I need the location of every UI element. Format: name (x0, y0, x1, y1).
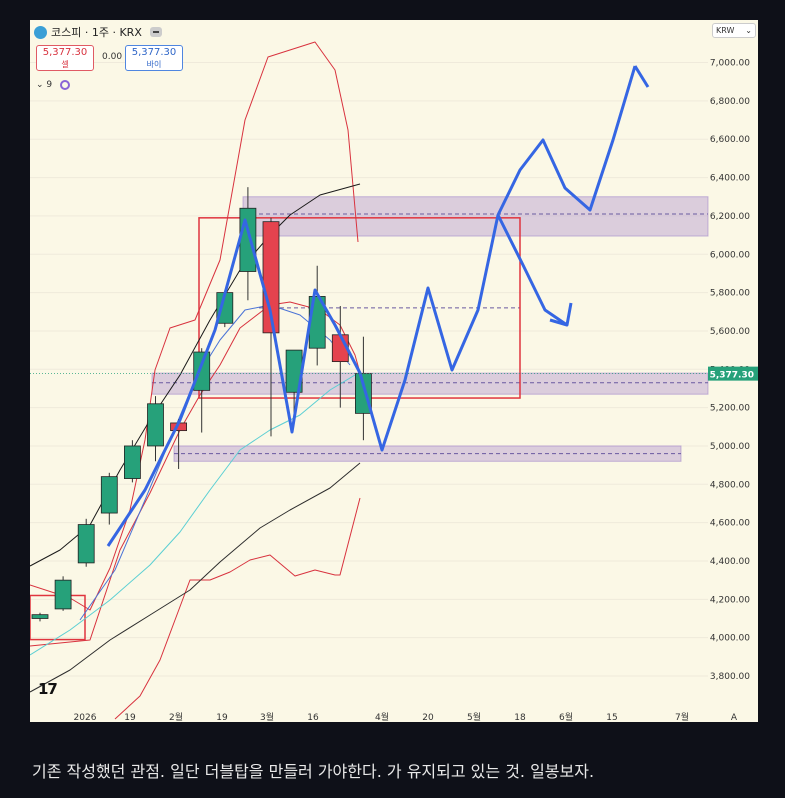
y-tick-label: 6,200.00 (710, 212, 750, 222)
sell-price: 5,377.30 (42, 47, 88, 58)
x-tick-label: 6월 (559, 711, 573, 722)
ma-cyan (30, 371, 361, 656)
y-tick-label: 6,800.00 (710, 97, 750, 107)
last-price-tag (708, 366, 758, 381)
x-tick-label: 19 (216, 713, 228, 722)
y-tick-label: 6,600.00 (710, 135, 750, 145)
sell-button[interactable]: 5,377.30 셀 (36, 45, 94, 71)
candle-body (31, 614, 49, 619)
x-tick-label: 18 (514, 713, 526, 722)
x-tick-label: 19 (124, 713, 136, 722)
y-tick-label: 7,000.00 (710, 59, 750, 69)
y-tick-label: 4,200.00 (710, 595, 750, 605)
candle-body (193, 351, 211, 391)
currency-select[interactable]: KRW ⌄ (712, 23, 756, 38)
price-chart[interactable]: 3,800.00 4,000.00 4,200.00 4,400.00 4,600.00… (30, 20, 758, 722)
chevron-down-icon: ⌄ (745, 26, 752, 35)
forecast-path (106, 65, 637, 547)
lower-band (114, 497, 361, 720)
candle-body (262, 221, 280, 334)
caption-text: 기존 작성했던 관점. 일단 더블탑을 만들러 가야한다. 가 유지되고 있는 … (32, 762, 595, 781)
branch-arrow-head (549, 302, 573, 327)
y-tick-label: 4,800.00 (710, 480, 750, 490)
indicator-row: ⌄ 9 (36, 80, 71, 90)
x-tick-label: A (731, 713, 738, 722)
candle-body (100, 476, 118, 514)
buy-price: 5,377.30 (131, 47, 177, 58)
y-tick-label: 4,400.00 (710, 557, 750, 567)
x-tick-label: 2월 (169, 711, 183, 722)
x-tick-label: 4월 (375, 711, 389, 722)
y-tick-label: 6,000.00 (710, 250, 750, 260)
symbol-title: 코스피 · 1주 · KRX (51, 26, 142, 39)
spread-value: 0.00 (102, 52, 123, 62)
y-tick-label: 4,600.00 (710, 519, 750, 529)
middle-band (30, 301, 363, 647)
y-tick-label: 4,000.00 (710, 634, 750, 644)
candle-body (124, 445, 141, 479)
x-tick-label: 15 (606, 713, 617, 722)
candle-body (147, 403, 164, 447)
y-tick-label: 3,800.00 (710, 672, 750, 682)
forecast-arrow-head (633, 65, 650, 88)
tradingview-logo: 17 (38, 680, 58, 698)
x-tick-label: 20 (422, 713, 434, 722)
collapse-icon[interactable] (149, 27, 162, 37)
y-tick-label: 5,600.00 (710, 327, 750, 337)
y-tick-label: 5,800.00 (710, 289, 750, 299)
y-tick-label: 5,200.00 (710, 404, 750, 414)
kospi-logo-icon (34, 25, 47, 39)
y-tick-label: 5,000.00 (710, 442, 750, 452)
candle-body (54, 579, 72, 610)
chart-panel[interactable]: 3,800.00 4,000.00 4,200.00 4,400.00 4,600.00… (30, 20, 758, 722)
last-price-label: 5,377.30 (710, 371, 754, 381)
indicator-count: 9 (46, 80, 53, 90)
upper-band (30, 41, 359, 611)
buy-button[interactable]: 5,377.30 바이 (125, 45, 183, 71)
x-tick-label: 3월 (260, 711, 274, 722)
x-tick-label: 16 (307, 713, 319, 722)
x-tick-label: 7월 (675, 711, 689, 722)
support-resistance-zone (151, 372, 709, 395)
ma-blue (79, 304, 351, 621)
y-tick-label: 6,400.00 (710, 174, 750, 184)
refresh-icon[interactable] (60, 80, 71, 90)
x-tick-label: 2026 (74, 713, 97, 722)
symbol-header[interactable]: 코스피 · 1주 · KRX (34, 24, 162, 40)
forecast-branch (496, 214, 568, 327)
support-resistance-zone (242, 196, 709, 237)
sell-label: 셀 (61, 60, 69, 69)
indicator-toggle[interactable]: ⌄ 9 (36, 80, 53, 90)
candle-body (77, 524, 95, 564)
buy-label: 바이 (146, 60, 162, 69)
x-tick-label: 5월 (467, 711, 481, 722)
candle-body (239, 207, 257, 272)
ma-black-2 (30, 462, 361, 693)
currency-value: KRW (716, 26, 735, 35)
